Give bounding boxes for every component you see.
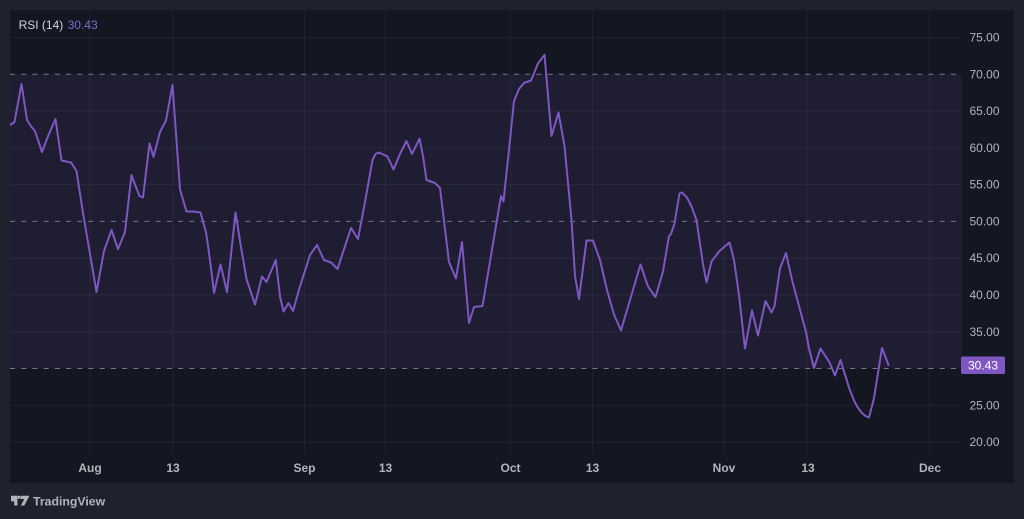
svg-text:40.00: 40.00 — [970, 288, 1000, 302]
svg-text:Nov: Nov — [713, 461, 736, 475]
svg-text:RSI (14): RSI (14) — [19, 18, 64, 32]
svg-text:Oct: Oct — [500, 461, 520, 475]
svg-text:35.00: 35.00 — [970, 325, 1000, 339]
svg-text:45.00: 45.00 — [970, 251, 1000, 265]
svg-text:60.00: 60.00 — [970, 141, 1000, 155]
svg-text:Dec: Dec — [919, 461, 941, 475]
svg-text:13: 13 — [586, 461, 600, 475]
svg-text:55.00: 55.00 — [970, 178, 1000, 192]
svg-text:75.00: 75.00 — [970, 31, 1000, 45]
svg-text:70.00: 70.00 — [970, 67, 1000, 81]
svg-text:13: 13 — [801, 461, 815, 475]
svg-text:30.43: 30.43 — [968, 359, 998, 373]
svg-text:TradingView: TradingView — [33, 494, 106, 508]
svg-text:Aug: Aug — [78, 461, 101, 475]
svg-text:20.00: 20.00 — [970, 435, 1000, 449]
svg-text:25.00: 25.00 — [970, 398, 1000, 412]
svg-text:Sep: Sep — [293, 461, 315, 475]
svg-text:13: 13 — [379, 461, 393, 475]
svg-text:30.43: 30.43 — [68, 18, 98, 32]
svg-text:13: 13 — [166, 461, 180, 475]
svg-text:65.00: 65.00 — [970, 104, 1000, 118]
svg-text:50.00: 50.00 — [970, 214, 1000, 228]
